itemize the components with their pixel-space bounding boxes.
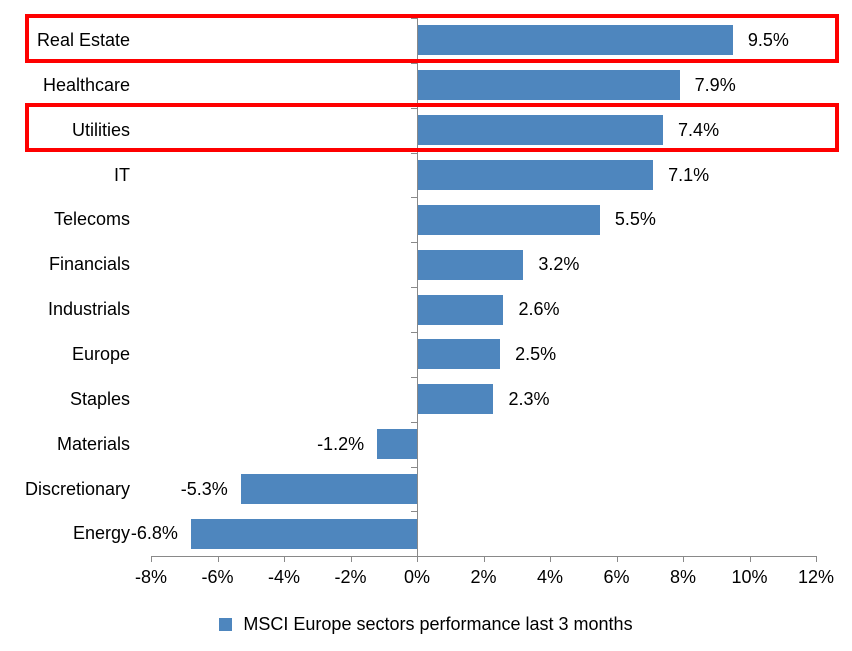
category-tick <box>411 197 417 198</box>
x-axis-tick-label: 2% <box>470 567 497 587</box>
value-label: 7.9% <box>694 74 736 95</box>
category-tick <box>411 63 417 64</box>
x-axis-tick-label: 0% <box>403 567 430 587</box>
category-label: Utilities <box>71 119 130 140</box>
value-label: 7.1% <box>668 164 710 185</box>
category-label: Staples <box>69 388 130 409</box>
bar <box>417 115 664 146</box>
category-label: Industrials <box>47 299 130 320</box>
x-axis-tick-label: -2% <box>334 567 367 587</box>
bar <box>417 159 654 190</box>
bar <box>417 339 501 370</box>
value-label: -5.3% <box>180 478 228 499</box>
x-axis-tick <box>816 556 817 562</box>
category-label: Healthcare <box>42 74 130 95</box>
x-axis-tick <box>417 556 418 562</box>
bar <box>240 473 417 504</box>
category-tick <box>411 556 417 557</box>
category-label: Telecoms <box>53 209 130 230</box>
category-tick <box>411 511 417 512</box>
highlight-box <box>25 13 839 63</box>
value-label: 9.5% <box>747 30 789 50</box>
value-label: 2.5% <box>515 343 557 364</box>
x-axis-tick <box>351 556 352 562</box>
x-axis-tick <box>151 556 152 562</box>
x-axis-tick <box>484 556 485 562</box>
category-label: Materials <box>56 433 130 454</box>
x-axis-tick <box>617 556 618 562</box>
category-label: Discretionary <box>24 478 130 499</box>
category-tick <box>411 242 417 243</box>
category-label: Energy <box>72 523 130 544</box>
x-axis-tick-label: -8% <box>134 567 167 587</box>
x-axis-tick <box>550 556 551 562</box>
value-label: 7.4% <box>678 119 720 140</box>
category-label: IT <box>114 164 130 185</box>
x-axis-tick-label: -6% <box>201 567 234 587</box>
x-axis-tick-label: -4% <box>267 567 300 587</box>
x-axis-tick-label: 12% <box>797 567 835 587</box>
y-axis-line <box>417 17 418 562</box>
bar <box>417 70 680 101</box>
value-label: -1.2% <box>317 433 365 454</box>
bar <box>377 429 417 460</box>
category-tick <box>411 108 417 109</box>
x-axis-tick <box>750 556 751 562</box>
x-axis-tick <box>284 556 285 562</box>
category-label: Financials <box>48 254 130 275</box>
category-tick <box>411 422 417 423</box>
bar <box>417 294 504 325</box>
x-axis-tick-label: 8% <box>669 567 696 587</box>
category-tick <box>411 467 417 468</box>
category-tick <box>411 18 417 19</box>
value-label: 2.3% <box>508 388 550 409</box>
category-tick <box>411 332 417 333</box>
category-tick <box>411 153 417 154</box>
value-label: 2.6% <box>518 299 560 320</box>
x-axis-tick-label: 6% <box>603 567 630 587</box>
value-label: -6.8% <box>130 523 178 544</box>
category-tick <box>411 287 417 288</box>
bar <box>417 25 733 56</box>
bar <box>417 384 494 415</box>
x-axis-tick-label: 10% <box>731 567 768 587</box>
category-label: Real Estate <box>36 30 130 50</box>
legend-marker-icon <box>219 617 233 631</box>
x-axis-tick-label: 4% <box>536 567 563 587</box>
x-axis-tick <box>683 556 684 562</box>
bar <box>417 204 600 235</box>
legend: MSCI Europe sectors performance last 3 m… <box>0 611 852 637</box>
value-label: 5.5% <box>614 209 656 230</box>
bar <box>190 518 417 549</box>
legend-label: MSCI Europe sectors performance last 3 m… <box>243 613 633 634</box>
category-label: Europe <box>71 343 130 364</box>
category-tick <box>411 377 417 378</box>
x-axis-tick <box>218 556 219 562</box>
highlight-box <box>25 103 839 153</box>
value-label: 3.2% <box>538 254 580 275</box>
bar <box>417 249 524 280</box>
